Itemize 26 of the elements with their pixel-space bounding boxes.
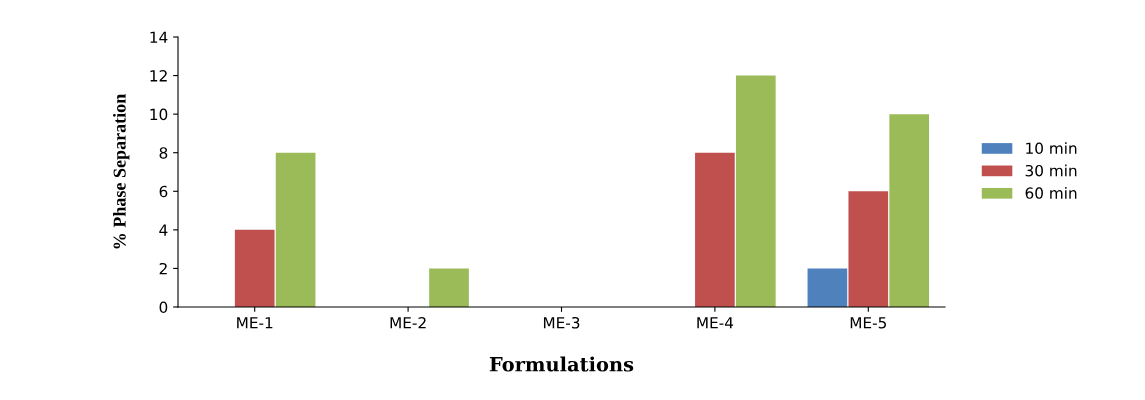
bar	[234, 229, 275, 307]
legend-label: 60 min	[1025, 187, 1077, 199]
bar	[807, 268, 848, 307]
bar	[429, 268, 469, 307]
y-tick-label: 8	[159, 147, 168, 159]
y-tick-label: 10	[150, 108, 168, 121]
bar	[275, 152, 316, 307]
x-tick-label: ME-4	[697, 317, 734, 329]
y-tick-label: 6	[159, 185, 168, 198]
y-tick-label: 2	[159, 262, 167, 275]
y-axis-title: % Phase Separation	[113, 94, 130, 249]
bar	[848, 191, 889, 307]
x-tick-label: ME-1	[237, 317, 273, 329]
x-tick-label: ME-5	[850, 317, 886, 329]
y-tick-label: 0	[159, 301, 168, 314]
legend-label: 10 min	[1026, 142, 1077, 155]
x-tick-label: ME-2	[390, 316, 426, 329]
x-axis-title: Formulations	[489, 356, 634, 372]
bar	[735, 75, 776, 307]
bar	[889, 114, 930, 307]
y-tick-label: 14	[150, 31, 168, 43]
y-tick-label: 12	[150, 70, 167, 82]
x-tick-label: ME-3	[543, 316, 580, 329]
legend-label: 30 min	[1025, 164, 1077, 177]
y-tick-label: 4	[159, 224, 168, 236]
bar	[695, 152, 735, 307]
